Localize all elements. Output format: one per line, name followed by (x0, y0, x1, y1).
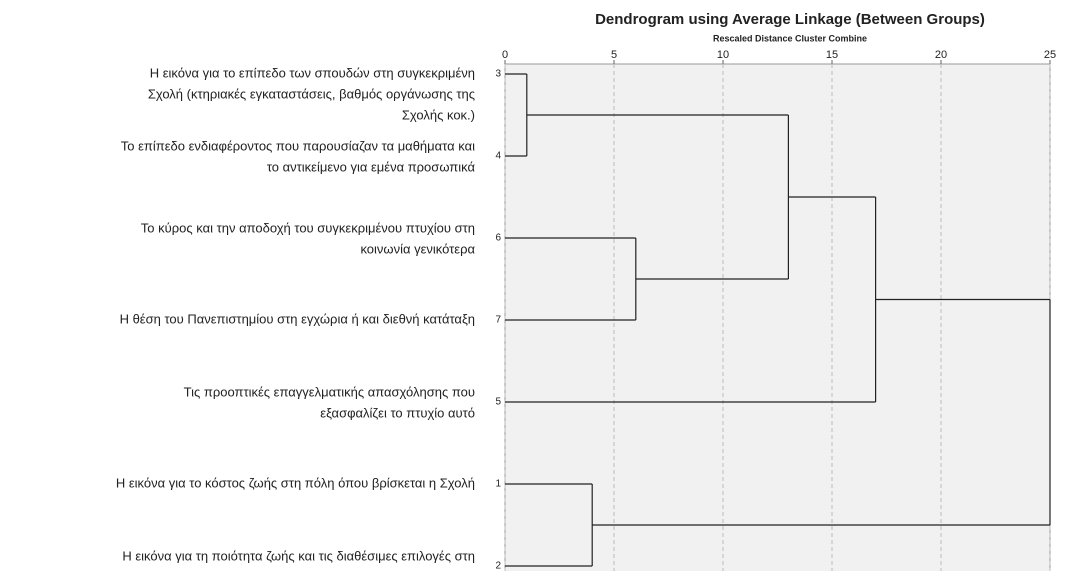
leaf-label: κοινωνία γενικότερα (360, 241, 475, 256)
chart-subtitle: Rescaled Distance Cluster Combine (713, 33, 867, 43)
leaf-label: Τις προοπτικές επαγγελματικής απασχόληση… (184, 384, 475, 399)
x-tick-label: 0 (502, 49, 508, 61)
leaf-label: Σχολής κοκ.) (402, 107, 475, 122)
leaf-label: Το επίπεδο ενδιαφέροντος που παρουσίαζαν… (121, 138, 475, 153)
leaf-label: Η εικόνα για το κόστος ζωής στη πόλη όπο… (116, 475, 475, 490)
leaf-id: 4 (495, 151, 501, 162)
leaf-label: Η θέση του Πανεπιστημίου στη εγχώρια ή κ… (120, 311, 475, 326)
leaf-label: Η εικόνα για τη ποιότητα ζωής και τις δι… (122, 548, 475, 563)
leaf-label: πόλη όπου βρίσκεται η Σχολή (305, 569, 475, 571)
plot-area (504, 63, 1051, 571)
leaf-id: 6 (495, 233, 501, 244)
leaf-id: 3 (495, 69, 501, 80)
leaf-label: Το κύρος και την αποδοχή του συγκεκριμέν… (141, 220, 475, 235)
leaf-id: 7 (495, 315, 501, 326)
x-tick-label: 20 (935, 49, 947, 61)
leaf-label: το αντικείμενο για εμένα προσωπικά (267, 159, 476, 174)
leaf-label: εξασφαλίζει το πτυχίο αυτό (320, 405, 475, 420)
leaf-id: 2 (495, 561, 501, 571)
x-tick-label: 15 (826, 49, 838, 61)
x-tick-label: 10 (717, 49, 729, 61)
leaf-id: 5 (495, 397, 501, 408)
chart-title: Dendrogram using Average Linkage (Betwee… (595, 11, 985, 28)
leaf-id: 1 (495, 479, 501, 490)
leaf-label: Η εικόνα για το επίπεδο των σπουδών στη … (150, 65, 475, 80)
x-tick-label: 25 (1044, 49, 1056, 61)
leaf-label: Σχολή (κτηριακές εγκαταστάσεις, βαθμός ο… (148, 86, 475, 101)
x-tick-label: 5 (611, 49, 617, 61)
